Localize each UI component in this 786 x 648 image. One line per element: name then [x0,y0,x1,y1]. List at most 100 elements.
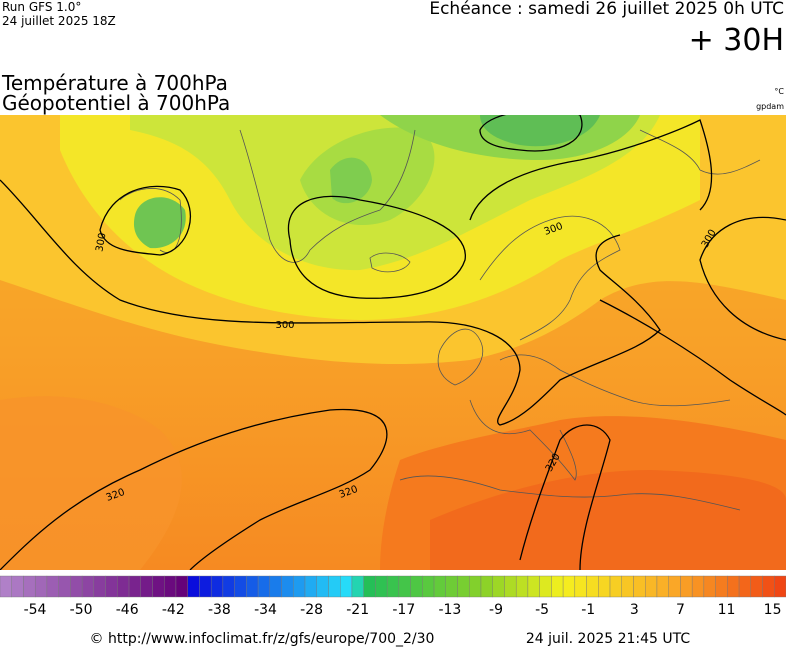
colorbar-swatch [691,575,705,598]
colorbar-swatch [433,575,446,598]
colorbar-swatch [727,575,740,598]
colorbar-swatch [269,575,282,598]
colorbar-swatch [58,575,71,598]
forecast-time: Echéance : samedi 26 juillet 2025 0h UTC [429,0,784,19]
colorbar-swatch [375,575,388,598]
colorbar-label: -5 [535,602,549,618]
colorbar-swatch [351,575,364,598]
colorbar-swatch [422,575,435,598]
source-url: © http://www.infoclimat.fr/z/gfs/europe/… [90,631,435,647]
colorbar-swatch [140,575,153,598]
colorbar-label: -17 [392,602,415,618]
colorbar-swatch [340,575,353,598]
colorbar-swatch [328,575,341,598]
colorbar-swatch [410,575,423,598]
colorbar-swatch [504,575,517,598]
colorbar-swatch [645,575,658,598]
unit-geopotential: gpdam [756,102,784,111]
colorbar-swatch [386,575,400,598]
colorbar-swatch [774,575,786,598]
unit-temperature: °C [774,87,784,96]
colorbar-label: -1 [581,602,595,618]
colorbar-swatch [551,575,564,598]
colorbar-swatch [105,575,118,598]
colorbar-label: -9 [489,602,503,618]
colorbar-swatch [586,575,599,598]
colorbar-swatch [246,575,259,598]
contour-label: 300 [94,232,108,253]
colorbar-swatch [562,575,576,598]
colorbar-swatch [574,575,587,598]
colorbar-label: -50 [70,602,93,618]
title-temperature: Température à 700hPa [1,71,228,95]
title-geopotential: Géopotentiel à 700hPa [2,91,230,115]
colorbar-swatch [152,575,165,598]
colorbar-swatch [715,575,728,598]
colorbar-label: -54 [24,602,47,618]
colorbar-swatch [187,575,200,598]
map [0,115,786,570]
colorbar-swatch [703,575,716,598]
colorbar-label: 15 [764,602,782,618]
colorbar-label: 3 [630,602,639,618]
colorbar-label: 11 [718,602,736,618]
colorbar-swatch [621,575,634,598]
colorbar-swatch [633,575,646,598]
colorbar-swatch [316,575,329,598]
colorbar-label: -42 [162,602,185,618]
colorbar-swatch [738,575,752,598]
colorbar-swatch [457,575,470,598]
colorbar-swatch [656,575,669,598]
colorbar-swatch [175,575,188,598]
colorbar-swatch [117,575,130,598]
lead-time: + 30H [689,23,784,58]
colorbar-label: -34 [254,602,277,618]
timestamp: 24 juil. 2025 21:45 UTC [526,631,691,647]
colorbar-swatch [527,575,540,598]
colorbar-swatch [281,575,294,598]
colorbar-swatch [81,575,95,598]
colorbar-swatch [23,575,36,598]
contour-label-group: 300 [94,232,108,253]
geopotential-contours [0,115,786,570]
contour-label: 300 [275,320,294,331]
colorbar-label: -46 [116,602,139,618]
colorbar-swatch [70,575,83,598]
colorbar-swatch [304,575,317,598]
colorbar-swatch [492,575,505,598]
colorbar-swatch [234,575,247,598]
colorbar-swatch [445,575,458,598]
contour-label-group: 300 [275,320,294,331]
colorbar-swatch [598,575,611,598]
colorbar-swatch [363,575,376,598]
colorbar-label: 7 [676,602,685,618]
colorbar-swatch [469,575,482,598]
colorbar-swatch [609,575,622,598]
colorbar-swatch [46,575,59,598]
run-label: Run GFS 1.0° [2,0,81,14]
colorbar-swatch [164,575,177,598]
coastlines [119,129,761,511]
colorbar-label: -21 [346,602,369,618]
colorbar-swatch [93,575,106,598]
colorbar: -54 -50 -46 -42 -38 -34 -28 -21 -17 -13 -9 -5 -1 3 7 11… [0,575,786,618]
colorbar-swatch [398,575,411,598]
colorbar-swatch [34,575,48,598]
colorbar-swatch [680,575,693,598]
colorbar-label: -13 [438,602,461,618]
colorbar-swatch [515,575,529,598]
colorbar-swatch [199,575,212,598]
colorbar-swatch [257,575,271,598]
colorbar-swatch [539,575,552,598]
colorbar-label: -38 [208,602,231,618]
colorbar-swatch [128,575,141,598]
colorbar-swatch [750,575,763,598]
colorbar-swatch [11,575,24,598]
colorbar-swatch [293,575,306,598]
colorbar-swatch [480,575,493,598]
colorbar-swatch [762,575,775,598]
run-time: 24 juillet 2025 18Z [2,14,116,28]
colorbar-swatch [0,575,12,598]
